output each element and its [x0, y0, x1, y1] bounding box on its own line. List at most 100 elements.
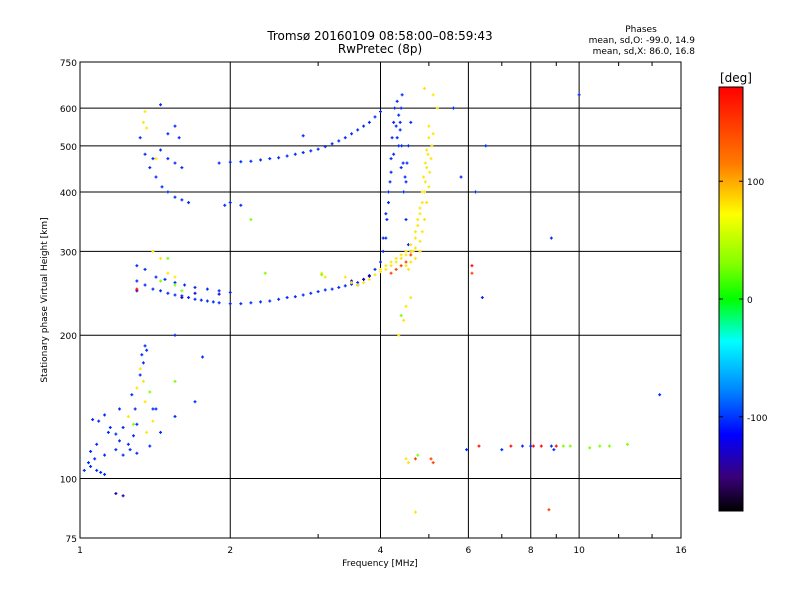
data-point — [228, 290, 232, 294]
data-point — [399, 314, 403, 318]
data-point — [159, 430, 163, 434]
data-point — [151, 407, 155, 411]
data-point — [552, 448, 556, 452]
data-point — [193, 285, 197, 289]
data-point — [91, 418, 95, 422]
data-point — [263, 271, 267, 275]
data-point — [201, 355, 205, 359]
data-point — [413, 236, 417, 240]
data-point — [395, 136, 399, 140]
data-point — [399, 253, 403, 257]
data-point — [309, 291, 313, 295]
data-point — [350, 132, 354, 136]
data-point — [151, 419, 155, 423]
data-point — [420, 190, 424, 194]
data-point — [211, 300, 215, 304]
data-point — [397, 333, 401, 337]
data-point — [228, 201, 232, 205]
chart-title: Tromsø 20160109 08:58:00–08:59:43 — [266, 29, 492, 43]
data-point — [173, 293, 177, 297]
data-point — [166, 190, 170, 194]
data-point — [500, 448, 504, 452]
data-point — [568, 444, 572, 448]
data-point — [337, 285, 341, 289]
x-tick-label: 2 — [227, 546, 233, 556]
data-point — [607, 444, 611, 448]
data-point — [293, 295, 297, 299]
data-point — [588, 446, 592, 450]
data-point — [89, 464, 93, 468]
data-point — [420, 201, 424, 205]
data-point — [249, 301, 253, 305]
data-point — [316, 290, 320, 294]
data-point — [425, 201, 429, 205]
data-point — [239, 160, 243, 164]
data-point — [343, 284, 347, 288]
data-point — [425, 166, 429, 170]
data-point — [389, 271, 393, 275]
data-point — [285, 154, 289, 158]
data-point — [309, 149, 313, 153]
data-point — [386, 190, 390, 194]
data-point — [350, 281, 354, 285]
data-point — [398, 120, 402, 124]
data-point — [180, 296, 184, 300]
data-point — [173, 275, 177, 279]
data-point — [114, 448, 118, 452]
data-point — [409, 243, 413, 247]
data-point — [128, 448, 132, 452]
data-point — [427, 136, 431, 140]
data-point — [154, 175, 158, 179]
data-point — [413, 457, 417, 461]
data-point — [416, 453, 420, 457]
data-point — [429, 157, 433, 161]
data-point — [399, 256, 403, 260]
data-point — [402, 190, 406, 194]
data-point — [473, 190, 477, 194]
data-point — [397, 144, 401, 148]
data-point — [406, 461, 410, 465]
data-point — [130, 393, 134, 397]
data-point — [422, 175, 426, 179]
data-point — [323, 288, 327, 292]
data-point — [173, 124, 177, 128]
data-point — [480, 296, 484, 300]
data-point — [547, 508, 551, 512]
data-point — [133, 407, 137, 411]
data-point — [425, 148, 429, 152]
data-point — [625, 442, 629, 446]
data-point — [394, 260, 398, 264]
data-point — [160, 185, 164, 189]
data-point — [598, 444, 602, 448]
data-point — [428, 170, 432, 174]
y-tick-label: 200 — [60, 332, 77, 342]
data-point — [531, 444, 535, 448]
data-point — [529, 444, 533, 448]
data-point — [404, 264, 408, 268]
data-point — [173, 379, 177, 383]
data-point — [418, 206, 422, 210]
data-point — [148, 166, 152, 170]
data-point — [143, 110, 147, 114]
data-point — [151, 157, 155, 161]
data-point — [135, 422, 139, 426]
data-point — [399, 264, 403, 268]
data-point — [166, 256, 170, 260]
data-point — [399, 166, 403, 170]
data-point — [392, 120, 396, 124]
data-point — [413, 256, 417, 260]
data-point — [143, 344, 147, 348]
data-point — [367, 120, 371, 124]
y-tick-label: 400 — [60, 189, 77, 199]
data-point — [418, 212, 422, 216]
data-point — [416, 218, 420, 222]
data-point — [166, 132, 170, 136]
data-point — [470, 264, 474, 268]
data-point — [268, 157, 272, 161]
data-point — [431, 132, 435, 136]
data-point — [323, 145, 327, 149]
data-points — [82, 86, 662, 514]
data-point — [509, 444, 513, 448]
data-point — [362, 124, 366, 128]
